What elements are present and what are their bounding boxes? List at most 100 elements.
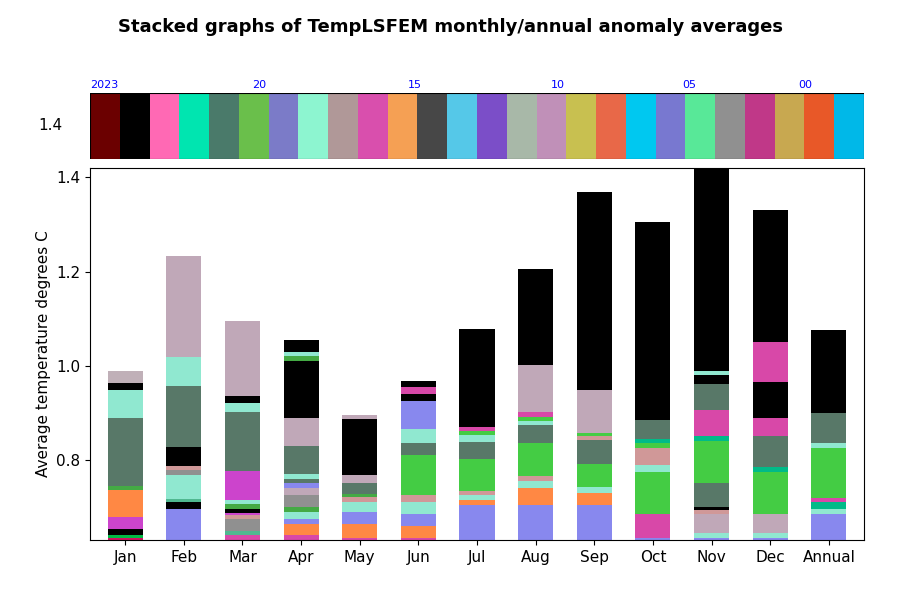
Bar bbox=[342, 494, 377, 497]
Bar bbox=[166, 509, 202, 540]
Bar bbox=[284, 340, 319, 352]
Bar bbox=[166, 466, 202, 470]
Bar bbox=[459, 329, 495, 427]
Bar bbox=[400, 495, 436, 502]
Bar bbox=[805, 93, 834, 159]
Bar bbox=[284, 484, 319, 488]
Bar bbox=[284, 446, 319, 474]
Bar bbox=[518, 425, 554, 443]
Bar bbox=[811, 509, 846, 514]
Bar bbox=[518, 417, 554, 421]
Bar bbox=[284, 474, 319, 479]
Bar bbox=[120, 93, 149, 159]
Bar bbox=[108, 517, 143, 529]
Bar bbox=[225, 500, 260, 504]
Bar bbox=[577, 193, 612, 390]
Bar bbox=[577, 505, 612, 540]
Bar bbox=[477, 93, 507, 159]
Bar bbox=[108, 383, 143, 390]
Bar bbox=[459, 435, 495, 442]
Bar bbox=[811, 455, 846, 497]
Bar bbox=[284, 488, 319, 495]
Bar bbox=[518, 421, 554, 425]
Bar bbox=[577, 487, 612, 493]
Bar bbox=[342, 502, 377, 512]
Bar bbox=[400, 401, 436, 430]
Bar bbox=[225, 530, 260, 535]
Bar bbox=[577, 436, 612, 440]
Bar bbox=[518, 505, 554, 540]
Bar bbox=[284, 524, 319, 535]
Bar bbox=[166, 475, 202, 499]
Bar bbox=[518, 481, 554, 488]
Bar bbox=[225, 412, 260, 471]
Bar bbox=[400, 526, 436, 538]
Bar bbox=[459, 458, 495, 491]
Bar bbox=[400, 443, 436, 455]
Bar bbox=[811, 502, 846, 509]
Bar bbox=[577, 464, 612, 487]
Text: 20: 20 bbox=[253, 80, 266, 89]
Bar bbox=[811, 497, 846, 502]
Bar bbox=[400, 430, 436, 443]
Text: 2023: 2023 bbox=[90, 80, 118, 89]
Bar bbox=[752, 211, 788, 342]
Bar bbox=[459, 500, 495, 505]
Bar bbox=[342, 419, 377, 475]
Bar bbox=[459, 427, 495, 431]
Bar bbox=[225, 515, 260, 519]
Bar bbox=[284, 352, 319, 356]
Bar bbox=[694, 511, 729, 514]
Bar bbox=[694, 161, 729, 371]
Bar bbox=[225, 535, 260, 540]
Bar bbox=[342, 482, 377, 494]
Bar bbox=[284, 519, 319, 524]
Bar bbox=[626, 93, 655, 159]
Bar bbox=[518, 443, 554, 476]
Bar bbox=[400, 502, 436, 514]
Bar bbox=[342, 475, 377, 482]
Bar bbox=[518, 269, 554, 365]
Text: 1.4: 1.4 bbox=[39, 118, 63, 133]
Bar bbox=[166, 256, 202, 357]
Bar bbox=[149, 93, 179, 159]
Bar bbox=[507, 93, 536, 159]
Text: 15: 15 bbox=[408, 80, 421, 89]
Bar bbox=[268, 93, 299, 159]
Bar bbox=[694, 533, 729, 538]
Bar bbox=[400, 455, 436, 495]
Bar bbox=[518, 476, 554, 481]
Bar bbox=[635, 464, 670, 472]
Bar bbox=[400, 387, 436, 394]
Bar bbox=[752, 467, 788, 472]
Bar bbox=[577, 390, 612, 433]
Bar bbox=[811, 331, 846, 413]
Bar bbox=[577, 440, 612, 464]
Bar bbox=[108, 538, 143, 540]
Bar bbox=[108, 371, 143, 383]
Bar bbox=[418, 93, 447, 159]
Bar bbox=[635, 514, 670, 538]
Bar bbox=[752, 533, 788, 538]
Bar bbox=[635, 222, 670, 420]
Bar bbox=[284, 361, 319, 418]
Bar bbox=[596, 93, 626, 159]
Bar bbox=[459, 431, 495, 435]
Bar bbox=[108, 490, 143, 517]
Bar bbox=[694, 384, 729, 410]
Bar bbox=[655, 93, 686, 159]
Bar bbox=[694, 440, 729, 483]
Bar bbox=[342, 415, 377, 419]
Bar bbox=[745, 93, 775, 159]
Bar bbox=[686, 93, 716, 159]
Bar bbox=[209, 93, 238, 159]
Bar bbox=[775, 93, 805, 159]
Bar bbox=[752, 538, 788, 540]
Bar bbox=[108, 535, 143, 538]
Bar bbox=[752, 472, 788, 514]
Bar bbox=[752, 382, 788, 418]
Bar bbox=[518, 365, 554, 412]
Text: 00: 00 bbox=[798, 80, 812, 89]
Bar bbox=[459, 442, 495, 458]
Bar bbox=[108, 418, 143, 487]
